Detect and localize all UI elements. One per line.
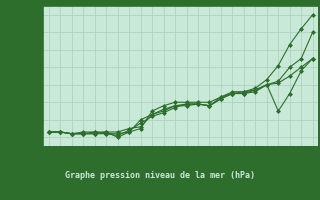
Text: Graphe pression niveau de la mer (hPa): Graphe pression niveau de la mer (hPa) — [65, 171, 255, 180]
